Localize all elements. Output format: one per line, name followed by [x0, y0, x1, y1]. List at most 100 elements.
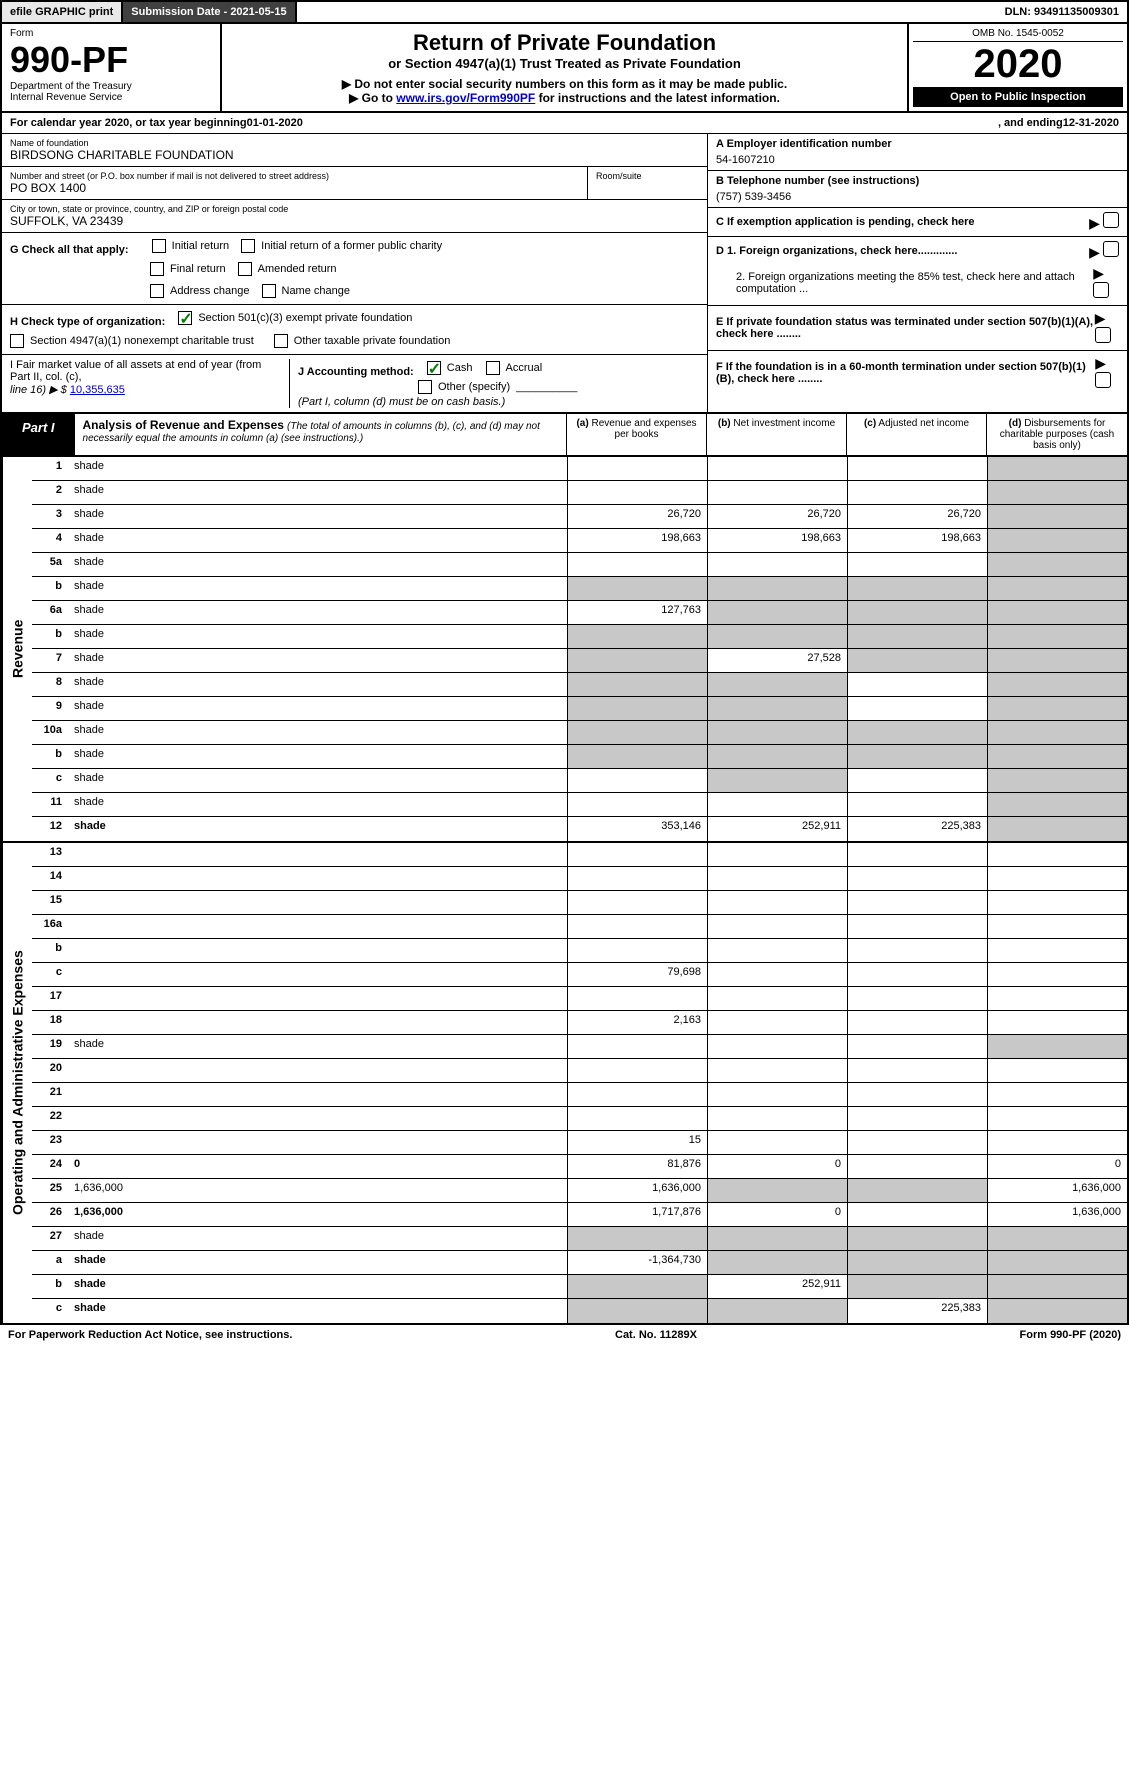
- f-checkbox[interactable]: [1095, 372, 1111, 388]
- cell-col-b: 0: [707, 1155, 847, 1178]
- cell-col-d: [987, 625, 1127, 648]
- cell-col-b: [707, 577, 847, 600]
- row-description: [68, 939, 567, 962]
- table-row: 15: [32, 891, 1127, 915]
- cell-col-b: [707, 769, 847, 792]
- cell-col-b: [707, 625, 847, 648]
- i-label-1: I Fair market value of all assets at end…: [10, 359, 261, 383]
- g-opt-final[interactable]: Final return: [150, 260, 226, 278]
- i-value[interactable]: 10,355,635: [70, 384, 125, 396]
- cell-col-b: [707, 915, 847, 938]
- row-description: [68, 843, 567, 866]
- table-row: 27shade: [32, 1227, 1127, 1251]
- cell-col-a: 1,717,876: [567, 1203, 707, 1226]
- cell-col-c: [847, 721, 987, 744]
- cell-col-b: [707, 1227, 847, 1250]
- g-opt-name[interactable]: Name change: [262, 282, 351, 300]
- row-number: 11: [32, 793, 68, 816]
- table-row: 20: [32, 1059, 1127, 1083]
- cell-col-d: [987, 721, 1127, 744]
- row-number: 8: [32, 673, 68, 696]
- row-number: 27: [32, 1227, 68, 1250]
- table-row: 1shade: [32, 457, 1127, 481]
- cell-col-a: [567, 1107, 707, 1130]
- g-opt-initial[interactable]: Initial return: [152, 237, 229, 255]
- cell-col-a: [567, 1275, 707, 1298]
- d2-label: 2. Foreign organizations meeting the 85%…: [716, 271, 1093, 295]
- cell-col-d: [987, 601, 1127, 624]
- submission-date-button[interactable]: Submission Date - 2021-05-15: [123, 2, 296, 22]
- h-opt-other-taxable[interactable]: Other taxable private foundation: [274, 332, 451, 350]
- cell-col-c: [847, 1203, 987, 1226]
- cell-col-d: [987, 891, 1127, 914]
- j-other[interactable]: Other (specify) __________: [418, 378, 699, 396]
- cal-begin: 01-01-2020: [247, 117, 303, 129]
- table-row: 10ashade: [32, 721, 1127, 745]
- table-row: 14: [32, 867, 1127, 891]
- row-number: 2: [32, 481, 68, 504]
- j-cash[interactable]: Cash: [427, 359, 473, 377]
- tel-value: (757) 539-3456: [716, 191, 1119, 203]
- table-row: 22: [32, 1107, 1127, 1131]
- dln-label: DLN: 93491135009301: [997, 2, 1127, 22]
- row-number: 24: [32, 1155, 68, 1178]
- table-row: 3shade26,72026,72026,720: [32, 505, 1127, 529]
- col-b-head: (b) Net investment income: [707, 414, 847, 455]
- h-opt-501c3[interactable]: Section 501(c)(3) exempt private foundat…: [178, 309, 412, 327]
- cell-col-d: [987, 915, 1127, 938]
- cell-col-b: [707, 1059, 847, 1082]
- table-row: 7shade27,528: [32, 649, 1127, 673]
- cell-col-a: [567, 915, 707, 938]
- open-public-label: Open to Public Inspection: [913, 87, 1123, 107]
- cell-col-d: [987, 1059, 1127, 1082]
- d1-checkbox[interactable]: [1103, 241, 1119, 257]
- cell-col-b: [707, 721, 847, 744]
- cell-col-d: [987, 867, 1127, 890]
- table-row: bshade252,911: [32, 1275, 1127, 1299]
- j-accrual[interactable]: Accrual: [486, 359, 543, 377]
- calendar-year-row: For calendar year 2020, or tax year begi…: [0, 113, 1129, 134]
- table-row: 2315: [32, 1131, 1127, 1155]
- h-label: H Check type of organization:: [10, 316, 165, 328]
- d2-checkbox[interactable]: [1093, 282, 1109, 298]
- cell-col-c: [847, 1083, 987, 1106]
- row-description: shade: [68, 721, 567, 744]
- cell-col-b: [707, 891, 847, 914]
- row-description: [68, 987, 567, 1010]
- row-number: 6a: [32, 601, 68, 624]
- efile-button[interactable]: efile GRAPHIC print: [2, 2, 123, 22]
- cell-col-d: [987, 745, 1127, 768]
- row-number: 26: [32, 1203, 68, 1226]
- e-label: E If private foundation status was termi…: [716, 316, 1095, 340]
- g-opt-address[interactable]: Address change: [150, 282, 250, 300]
- cell-col-b: [707, 553, 847, 576]
- irs-link[interactable]: www.irs.gov/Form990PF: [396, 91, 535, 105]
- part1-tab: Part I: [2, 414, 75, 455]
- cell-col-d: [987, 481, 1127, 504]
- cell-col-b: [707, 673, 847, 696]
- row-number: 5a: [32, 553, 68, 576]
- h-opt-4947[interactable]: Section 4947(a)(1) nonexempt charitable …: [10, 332, 254, 350]
- g-opt-initial-former[interactable]: Initial return of a former public charit…: [241, 237, 442, 255]
- cell-col-d: [987, 793, 1127, 816]
- row-number: 9: [32, 697, 68, 720]
- cell-col-c: [847, 987, 987, 1010]
- cell-col-c: [847, 625, 987, 648]
- room-suite-label: Room/suite: [587, 167, 707, 199]
- city-label: City or town, state or province, country…: [10, 204, 699, 214]
- g-opt-amended[interactable]: Amended return: [238, 260, 337, 278]
- cell-col-d: [987, 697, 1127, 720]
- cell-col-c: [847, 891, 987, 914]
- row-description: 0: [68, 1155, 567, 1178]
- cell-col-d: 1,636,000: [987, 1203, 1127, 1226]
- e-checkbox[interactable]: [1095, 327, 1111, 343]
- row-description: [68, 1059, 567, 1082]
- row-number: 1: [32, 457, 68, 480]
- c-checkbox[interactable]: [1103, 212, 1119, 228]
- cell-col-a: 79,698: [567, 963, 707, 986]
- row-number: 13: [32, 843, 68, 866]
- cell-col-c: [847, 1179, 987, 1202]
- dept-line-2: Internal Revenue Service: [10, 92, 212, 103]
- table-row: ashade-1,364,730: [32, 1251, 1127, 1275]
- cell-col-d: [987, 1107, 1127, 1130]
